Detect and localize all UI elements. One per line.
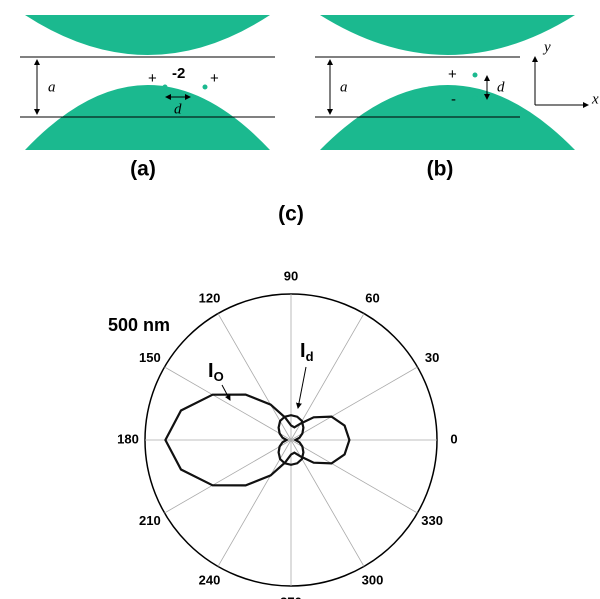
particle bbox=[163, 85, 168, 90]
angle-label: 60 bbox=[365, 290, 379, 305]
angle-label: 300 bbox=[362, 573, 384, 588]
angle-label: 150 bbox=[139, 350, 161, 365]
tip-top bbox=[25, 15, 270, 55]
gap-label: a bbox=[340, 79, 348, 95]
angle-label: 180 bbox=[117, 431, 139, 446]
panel-label: (b) bbox=[427, 158, 454, 181]
series-subscript: d bbox=[306, 349, 314, 364]
figure: a + -2 + d (a) a + - d y x (b) (c) 500 n… bbox=[0, 0, 600, 599]
angle-label: 210 bbox=[139, 513, 161, 528]
series-subscript: O bbox=[214, 369, 224, 384]
grid-spoke bbox=[165, 440, 291, 513]
series-label: Id bbox=[300, 340, 314, 364]
chart-title: (c) bbox=[278, 203, 304, 226]
annotation: 500 nm bbox=[108, 315, 170, 335]
charge: + bbox=[210, 70, 219, 87]
axis-label: y bbox=[542, 39, 551, 55]
panel-label: (a) bbox=[130, 158, 156, 181]
gap-label: a bbox=[48, 79, 56, 95]
series-label: IO bbox=[208, 360, 224, 384]
label-arrow bbox=[222, 385, 230, 400]
angle-label: 330 bbox=[421, 513, 443, 528]
grid-spoke bbox=[291, 440, 417, 513]
angle-label: 120 bbox=[199, 290, 221, 305]
grid-spoke bbox=[291, 367, 417, 440]
angle-label: 0 bbox=[450, 431, 457, 446]
d-label: d bbox=[174, 101, 182, 117]
grid-spoke bbox=[165, 367, 291, 440]
tip-top bbox=[320, 15, 575, 55]
panel-a: a + -2 + d (a) bbox=[20, 15, 275, 181]
angle-label: 90 bbox=[284, 268, 298, 283]
particle bbox=[473, 96, 478, 101]
charge: -2 bbox=[172, 65, 185, 82]
angle-label: 270 bbox=[280, 594, 302, 599]
angle-label: 240 bbox=[199, 573, 221, 588]
charge: + bbox=[448, 66, 457, 83]
label-arrow bbox=[298, 367, 306, 408]
axis-label: x bbox=[591, 91, 599, 107]
angle-label: 30 bbox=[425, 350, 439, 365]
charge: - bbox=[451, 91, 456, 108]
particle bbox=[203, 85, 208, 90]
panel-b: a + - d y x (b) bbox=[315, 15, 599, 181]
particle bbox=[473, 73, 478, 78]
d-label: d bbox=[497, 79, 505, 95]
charge: + bbox=[148, 70, 157, 87]
